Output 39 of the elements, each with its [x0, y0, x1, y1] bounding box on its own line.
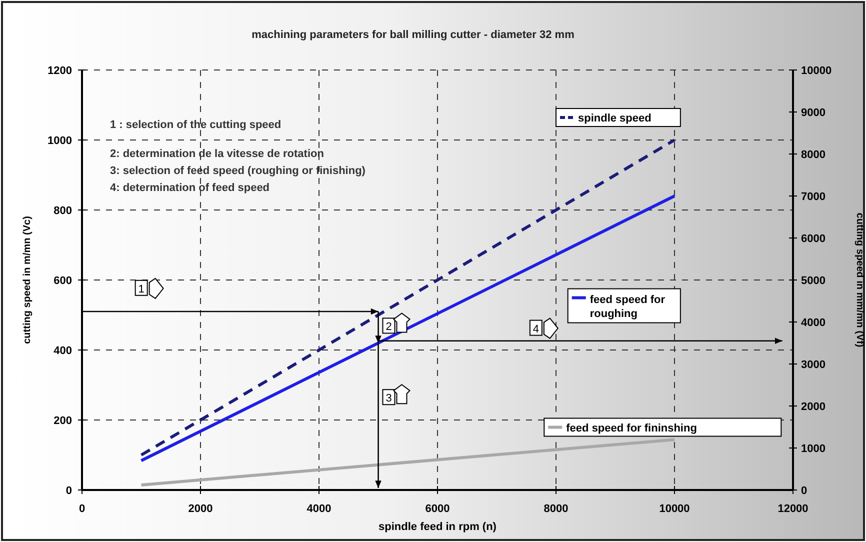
annotation: 4	[532, 323, 539, 336]
y2-tick-label: 3000	[801, 359, 826, 371]
annotation: 1	[138, 283, 144, 296]
annotation: 4: determination of feed speed	[110, 182, 270, 194]
y2-tick-label: 4000	[801, 317, 826, 329]
x-tick-label: 4000	[306, 503, 332, 515]
y-tick-label: 200	[54, 415, 72, 427]
y2-tick-label: 5000	[801, 275, 826, 287]
y2-tick-label: 10000	[801, 65, 832, 77]
annotation: 1 : selection of the cutting speed	[110, 119, 282, 131]
annotation: 2	[386, 321, 392, 334]
x-tick-label: 2000	[188, 503, 213, 515]
legend-label: feed speed for fininshing	[566, 422, 697, 434]
x-tick-label: 6000	[425, 503, 450, 515]
y-axis-title: cutting speed in m/mn (Vc)	[22, 216, 33, 344]
y-tick-label: 1200	[48, 65, 72, 77]
annotation: 3: selection of feed speed (roughing or finishing)	[110, 165, 366, 177]
annotation: 3	[386, 392, 392, 405]
y2-tick-label: 8000	[801, 149, 826, 161]
x-tick-label: 0	[78, 503, 86, 515]
y2-axis-title: cutting speed in mm/mn (Vf)	[854, 212, 865, 348]
y-tick-label: 0	[66, 485, 72, 497]
legend-label: spindle speed	[578, 112, 652, 124]
y2-tick-label: 6000	[801, 233, 826, 245]
y2-tick-label: 7000	[801, 191, 826, 203]
y-tick-label: 1000	[48, 135, 72, 147]
y-tick-label: 600	[54, 275, 72, 287]
chart-title: machining parameters for ball milling cutter - diameter 32 mm	[252, 29, 575, 41]
x-axis-title: spindle feed in rpm (n)	[378, 521, 497, 533]
legend-label: feed speed for roughing	[590, 294, 666, 320]
x-tick-label: 12000	[778, 503, 808, 515]
x-tick-label: 10000	[659, 503, 690, 515]
y2-tick-label: 0	[801, 485, 808, 497]
y-tick-label: 800	[54, 205, 72, 217]
y2-tick-label: 9000	[801, 107, 826, 119]
y-tick-label: 400	[54, 345, 72, 357]
x-tick-label: 8000	[544, 503, 568, 515]
y2-tick-label: 2000	[801, 401, 826, 413]
y2-tick-label: 1000	[801, 443, 826, 455]
